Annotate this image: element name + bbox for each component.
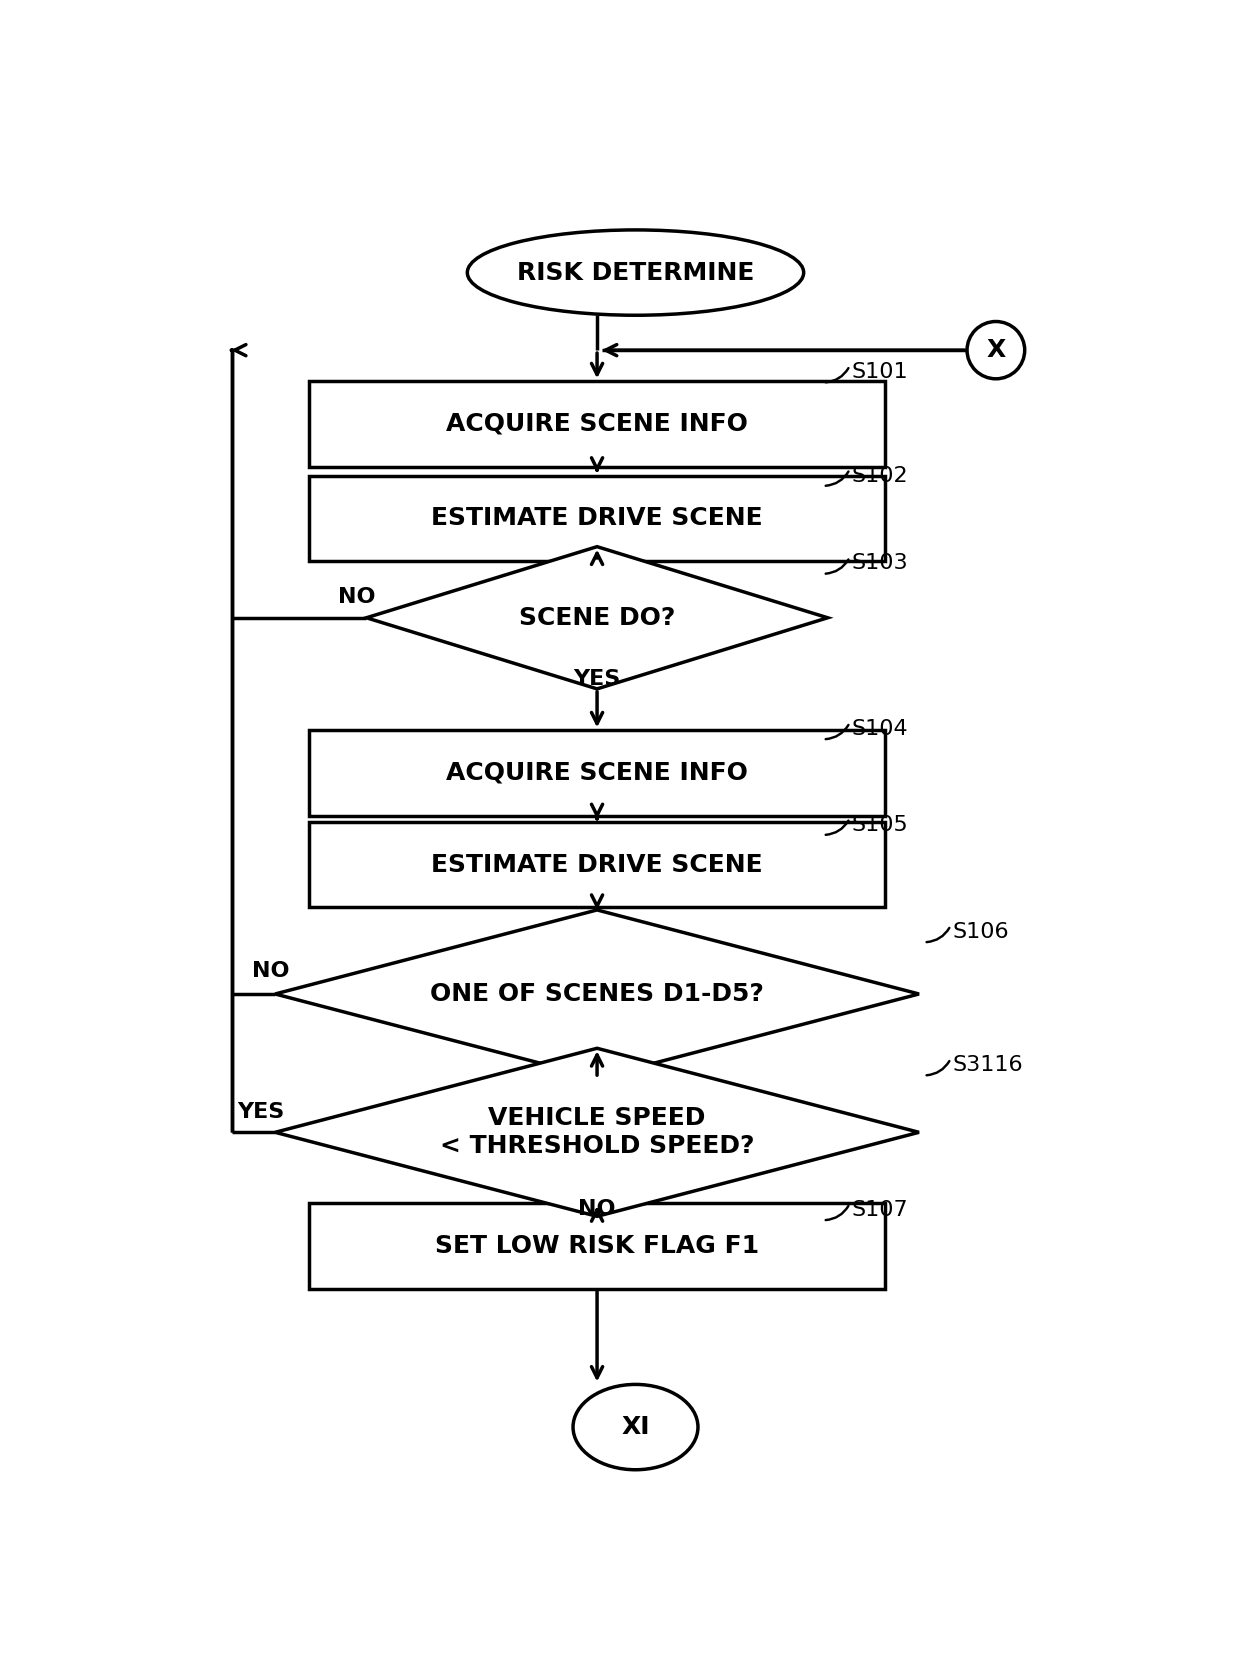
- Text: SCENE DO?: SCENE DO?: [518, 606, 676, 630]
- Text: VEHICLE SPEED
< THRESHOLD SPEED?: VEHICLE SPEED < THRESHOLD SPEED?: [440, 1106, 754, 1159]
- Text: S101: S101: [852, 363, 909, 383]
- Bar: [309, 1204, 885, 1289]
- Bar: [309, 730, 885, 816]
- Text: NO: NO: [252, 960, 289, 981]
- Text: S106: S106: [952, 922, 1009, 942]
- Text: ESTIMATE DRIVE SCENE: ESTIMATE DRIVE SCENE: [432, 853, 763, 876]
- Text: ESTIMATE DRIVE SCENE: ESTIMATE DRIVE SCENE: [432, 507, 763, 531]
- Text: SET LOW RISK FLAG F1: SET LOW RISK FLAG F1: [435, 1234, 759, 1258]
- Text: NO: NO: [339, 588, 376, 608]
- Polygon shape: [275, 1048, 919, 1216]
- Text: ONE OF SCENES D1-D5?: ONE OF SCENES D1-D5?: [430, 982, 764, 1006]
- Text: RISK DETERMINE: RISK DETERMINE: [517, 260, 754, 284]
- Text: XI: XI: [621, 1415, 650, 1439]
- Text: S3116: S3116: [952, 1054, 1023, 1075]
- Text: S105: S105: [852, 814, 909, 834]
- Bar: [309, 381, 885, 467]
- Text: YES: YES: [237, 1101, 284, 1122]
- Ellipse shape: [467, 230, 804, 316]
- Text: S107: S107: [852, 1200, 909, 1221]
- Text: ACQUIRE SCENE INFO: ACQUIRE SCENE INFO: [446, 761, 748, 784]
- Text: X: X: [986, 337, 1006, 363]
- Text: S102: S102: [852, 465, 909, 485]
- Bar: [309, 823, 885, 907]
- Text: S103: S103: [852, 554, 909, 574]
- Text: YES: YES: [573, 668, 621, 688]
- Text: ACQUIRE SCENE INFO: ACQUIRE SCENE INFO: [446, 411, 748, 437]
- Polygon shape: [275, 910, 919, 1078]
- Text: YES: YES: [573, 1056, 621, 1076]
- Ellipse shape: [573, 1385, 698, 1469]
- Polygon shape: [367, 547, 828, 688]
- Ellipse shape: [967, 321, 1024, 379]
- Text: NO: NO: [578, 1199, 616, 1219]
- Text: S104: S104: [852, 719, 909, 739]
- Bar: [309, 475, 885, 561]
